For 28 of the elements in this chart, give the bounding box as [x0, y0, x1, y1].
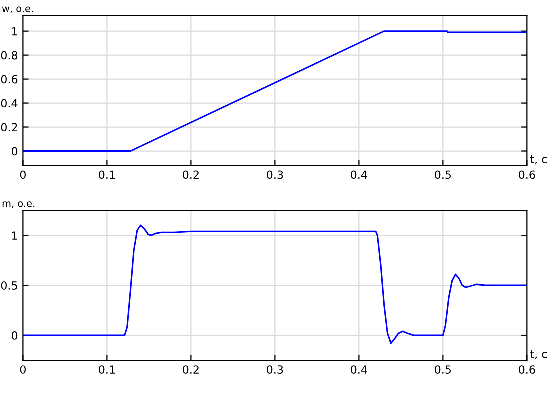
- x-tick-label: 0.3: [267, 366, 284, 374]
- y-tick-label: 1: [12, 27, 18, 36]
- x-tick-label: 0.1: [99, 170, 115, 180]
- x-tick-label: 0.3: [267, 170, 284, 180]
- y-tick-label: 0.2: [1, 123, 18, 132]
- x-tick-label: 0.2: [183, 366, 199, 374]
- x-tick-label: 0.4: [351, 366, 368, 374]
- x-tick-label: 0.1: [99, 366, 115, 374]
- y-axis-title: w, o.e.: [2, 6, 34, 14]
- x-tick-label: 0.4: [351, 170, 368, 180]
- x-axis-title: t, c: [530, 156, 548, 165]
- y-axis-title: m, o.e.: [2, 202, 35, 208]
- x-tick-label: 0.2: [183, 170, 199, 180]
- y-tick-label: 0.8: [1, 51, 18, 60]
- y-tick-label: 0: [12, 147, 18, 156]
- x-tick-label: 0.6: [519, 170, 536, 180]
- x-tick-label: 0.5: [435, 366, 452, 374]
- line-series: [23, 224, 528, 344]
- y-tick-label: 0.6: [1, 75, 18, 84]
- y-tick-label: 0.4: [1, 99, 18, 108]
- y-tick-label: 0.5: [1, 282, 18, 290]
- x-tick-label: 0: [20, 366, 26, 374]
- y-tick-label: 0: [12, 332, 18, 340]
- x-axis-title: t, c: [530, 350, 548, 360]
- x-tick-label: 0: [20, 170, 26, 180]
- x-tick-label: 0.6: [519, 366, 536, 374]
- x-tick-label: 0.5: [435, 170, 452, 180]
- y-tick-label: 1: [12, 232, 18, 240]
